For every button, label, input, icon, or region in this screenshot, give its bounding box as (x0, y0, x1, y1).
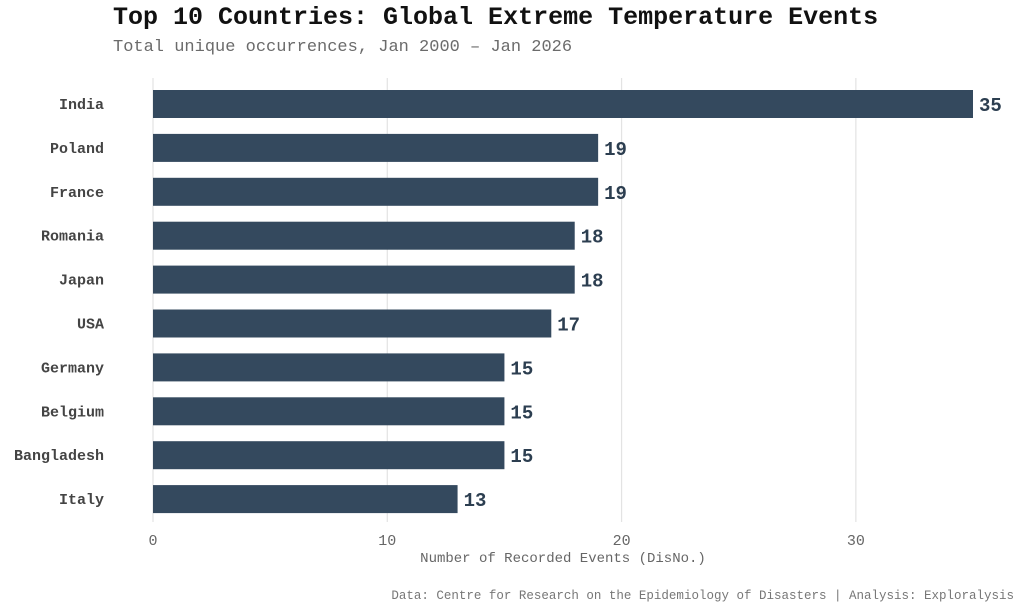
bar-bangladesh (153, 441, 505, 470)
bar-romania (153, 221, 575, 250)
category-label: Belgium (41, 404, 104, 421)
value-label: 15 (510, 446, 533, 468)
value-label: 18 (581, 271, 604, 293)
x-tick-label: 10 (378, 533, 396, 550)
value-label: 15 (510, 358, 533, 380)
category-label: USA (77, 317, 104, 334)
bars (153, 90, 973, 514)
category-label: Germany (41, 360, 104, 377)
category-label: Japan (59, 273, 104, 290)
category-label: Romania (41, 229, 104, 246)
value-label: 35 (979, 95, 1002, 117)
bar-japan (153, 265, 575, 294)
source-caption: Data: Centre for Research on the Epidemi… (391, 589, 1014, 603)
value-label: 19 (604, 183, 627, 205)
bar-france (153, 177, 599, 206)
category-label: France (50, 185, 104, 202)
category-label: India (59, 97, 104, 114)
x-axis-label: Number of Recorded Events (DisNo.) (420, 551, 706, 567)
category-label: Italy (59, 492, 104, 509)
x-axis-ticks: 0 10 20 30 (148, 533, 864, 550)
bar-italy (153, 485, 458, 514)
x-tick-label: 30 (847, 533, 865, 550)
value-label: 18 (581, 227, 604, 249)
bar-germany (153, 353, 505, 382)
chart-subtitle: Total unique occurrences, Jan 2000 – Jan… (113, 38, 573, 57)
bar-usa (153, 309, 552, 338)
bar-india (153, 90, 973, 118)
value-label: 19 (604, 139, 627, 161)
category-label: Poland (50, 141, 104, 158)
value-label: 15 (510, 402, 533, 424)
bar-belgium (153, 397, 505, 426)
chart-title: Top 10 Countries: Global Extreme Tempera… (113, 3, 879, 32)
x-tick-label: 20 (613, 533, 631, 550)
category-label: Bangladesh (14, 448, 104, 465)
value-label: 13 (464, 490, 487, 512)
x-tick-label: 0 (148, 533, 157, 550)
category-labels: India Poland France Romania Japan USA Germany B… (14, 97, 104, 509)
bar-poland (153, 133, 599, 162)
value-label: 17 (557, 315, 580, 337)
